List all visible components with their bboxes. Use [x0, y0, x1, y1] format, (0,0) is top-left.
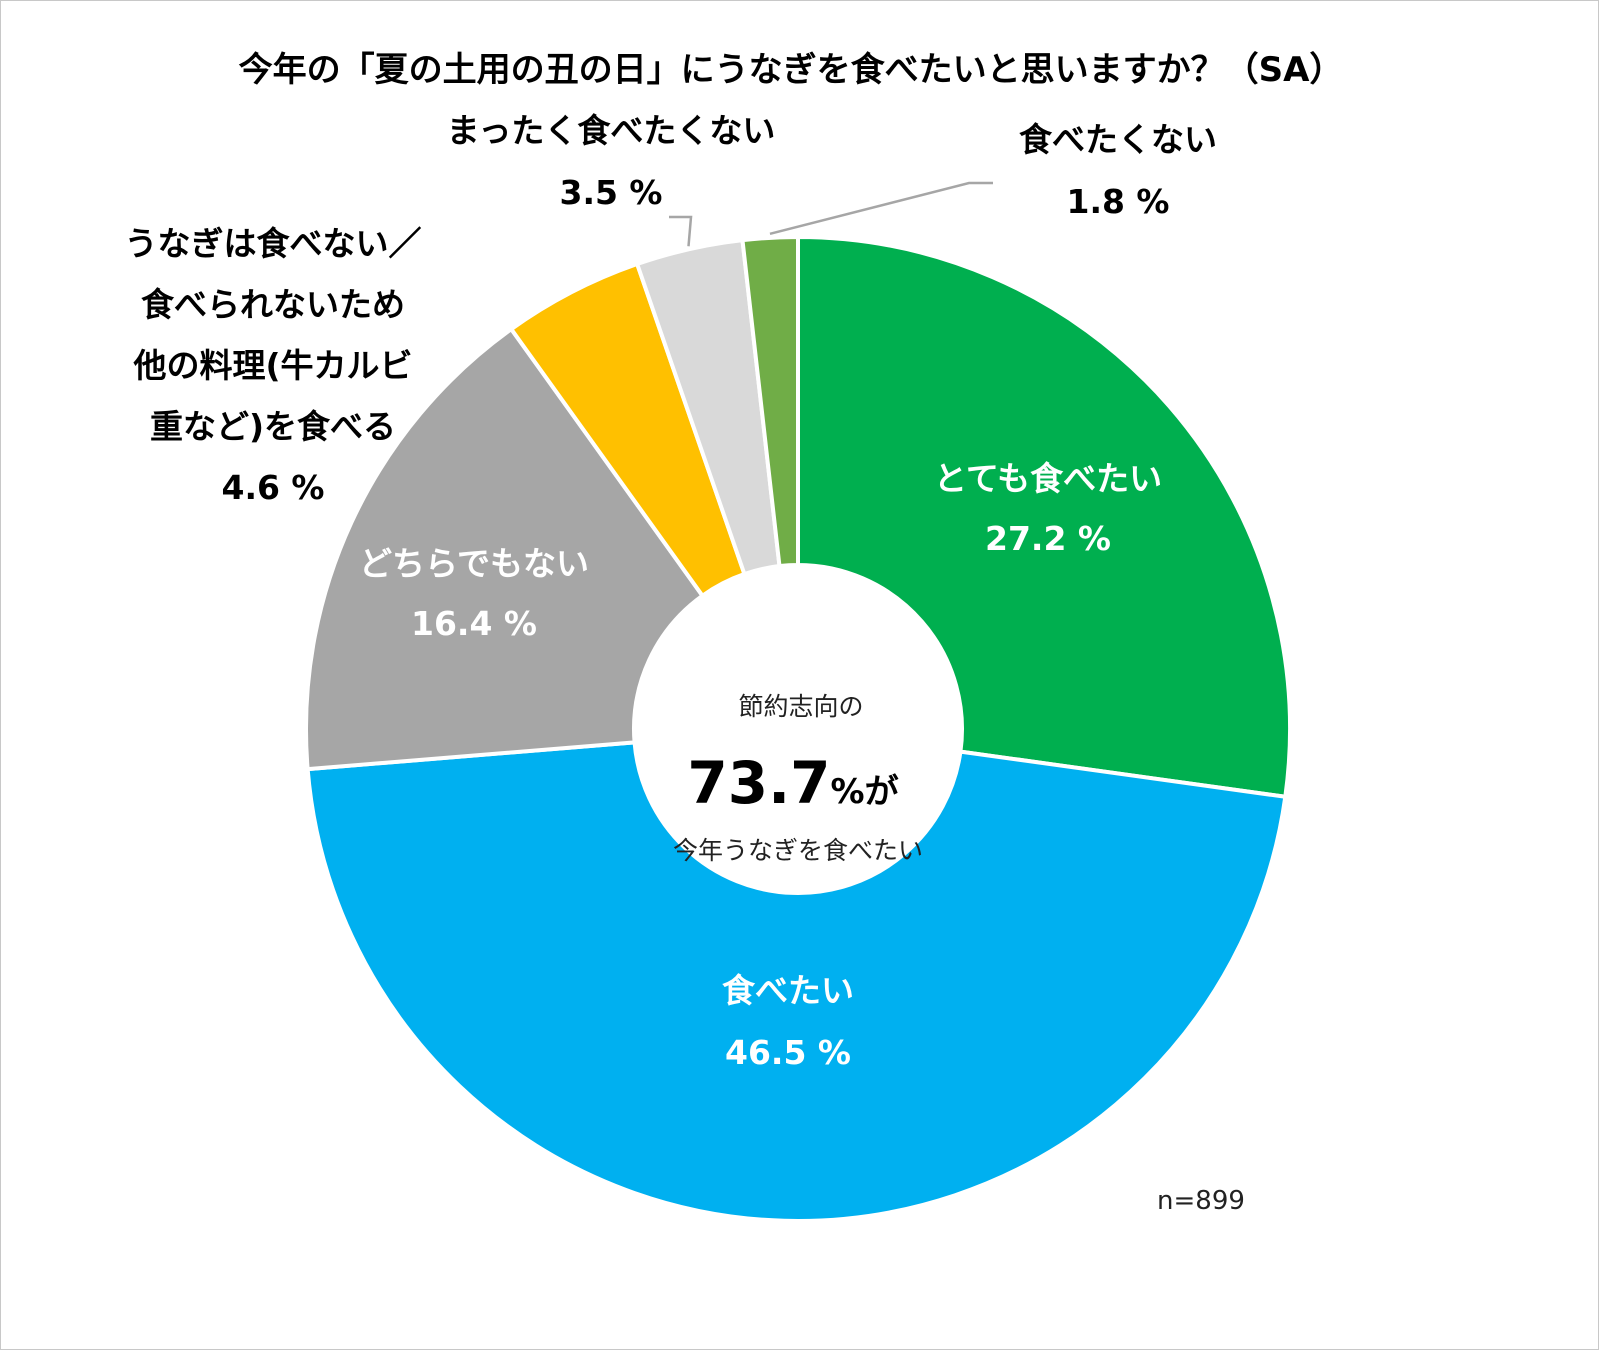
- slice-label-3: どちらでもない 16.4 %: [359, 544, 589, 643]
- slice-labels: とても食べたい 27.2 % 食べたい 46.5 % どちらでもない 16.4 % うなぎは…: [125, 111, 1218, 1072]
- sample-size-note: n=899: [1157, 1186, 1245, 1216]
- center-subcaption: 今年うなぎを食べたい: [673, 836, 923, 865]
- slice-label-line: 食べられないため: [141, 285, 405, 324]
- center-summary: 節約志向の 73.7%が 今年うなぎを食べたい: [673, 692, 923, 865]
- slice-label-line: 他の料理(牛カルビ: [132, 346, 412, 385]
- slice-value-4: 4.6 %: [221, 468, 324, 507]
- slice-label-4: うなぎは食べない／ 食べられないため他の料理(牛カルビ重など)を食べる 4.6 %: [125, 224, 422, 507]
- slice-2: [305, 740, 1288, 1223]
- leader-lines: [669, 181, 993, 247]
- center-number: 73.7: [687, 749, 830, 817]
- center-value: 73.7%が: [687, 749, 898, 817]
- leader-line-6: [769, 181, 993, 236]
- slice-label-1: とても食べたい 27.2 %: [934, 459, 1162, 558]
- slice-label-6: 食べたくない 1.8 %: [1019, 120, 1217, 221]
- slices: [304, 235, 1292, 1223]
- center-caption: 節約志向の: [738, 692, 863, 721]
- slice-label-line: とても食べたい: [934, 459, 1162, 498]
- slice-label-line: 食べたい: [722, 971, 854, 1010]
- slice-1: [796, 235, 1292, 799]
- slice-value-2: 46.5 %: [725, 1033, 851, 1072]
- center-unit: %が: [831, 772, 899, 812]
- slice-label-2: 食べたい 46.5 %: [722, 971, 854, 1072]
- slice-value-5: 3.5 %: [559, 173, 662, 212]
- slice-value-6: 1.8 %: [1066, 182, 1169, 221]
- slice-label-5: まったく食べたくない 3.5 %: [447, 111, 776, 212]
- slice-label-line: どちらでもない: [359, 544, 589, 583]
- chart-title: 今年の「夏の土用の丑の日」にうなぎを食べたいと思いますか？（SA）: [239, 50, 1344, 90]
- slice-label-line: まったく食べたくない: [447, 111, 776, 150]
- slice-3: [304, 327, 705, 772]
- slice-value-1: 27.2 %: [985, 519, 1111, 558]
- slice-label-line: うなぎは食べない／: [125, 224, 422, 263]
- slice-label-line: 重など)を食べる: [150, 407, 396, 446]
- slice-6: [740, 235, 800, 569]
- slice-label-line: 食べたくない: [1019, 120, 1217, 159]
- slice-value-3: 16.4 %: [411, 604, 537, 643]
- leader-line-5: [669, 215, 693, 247]
